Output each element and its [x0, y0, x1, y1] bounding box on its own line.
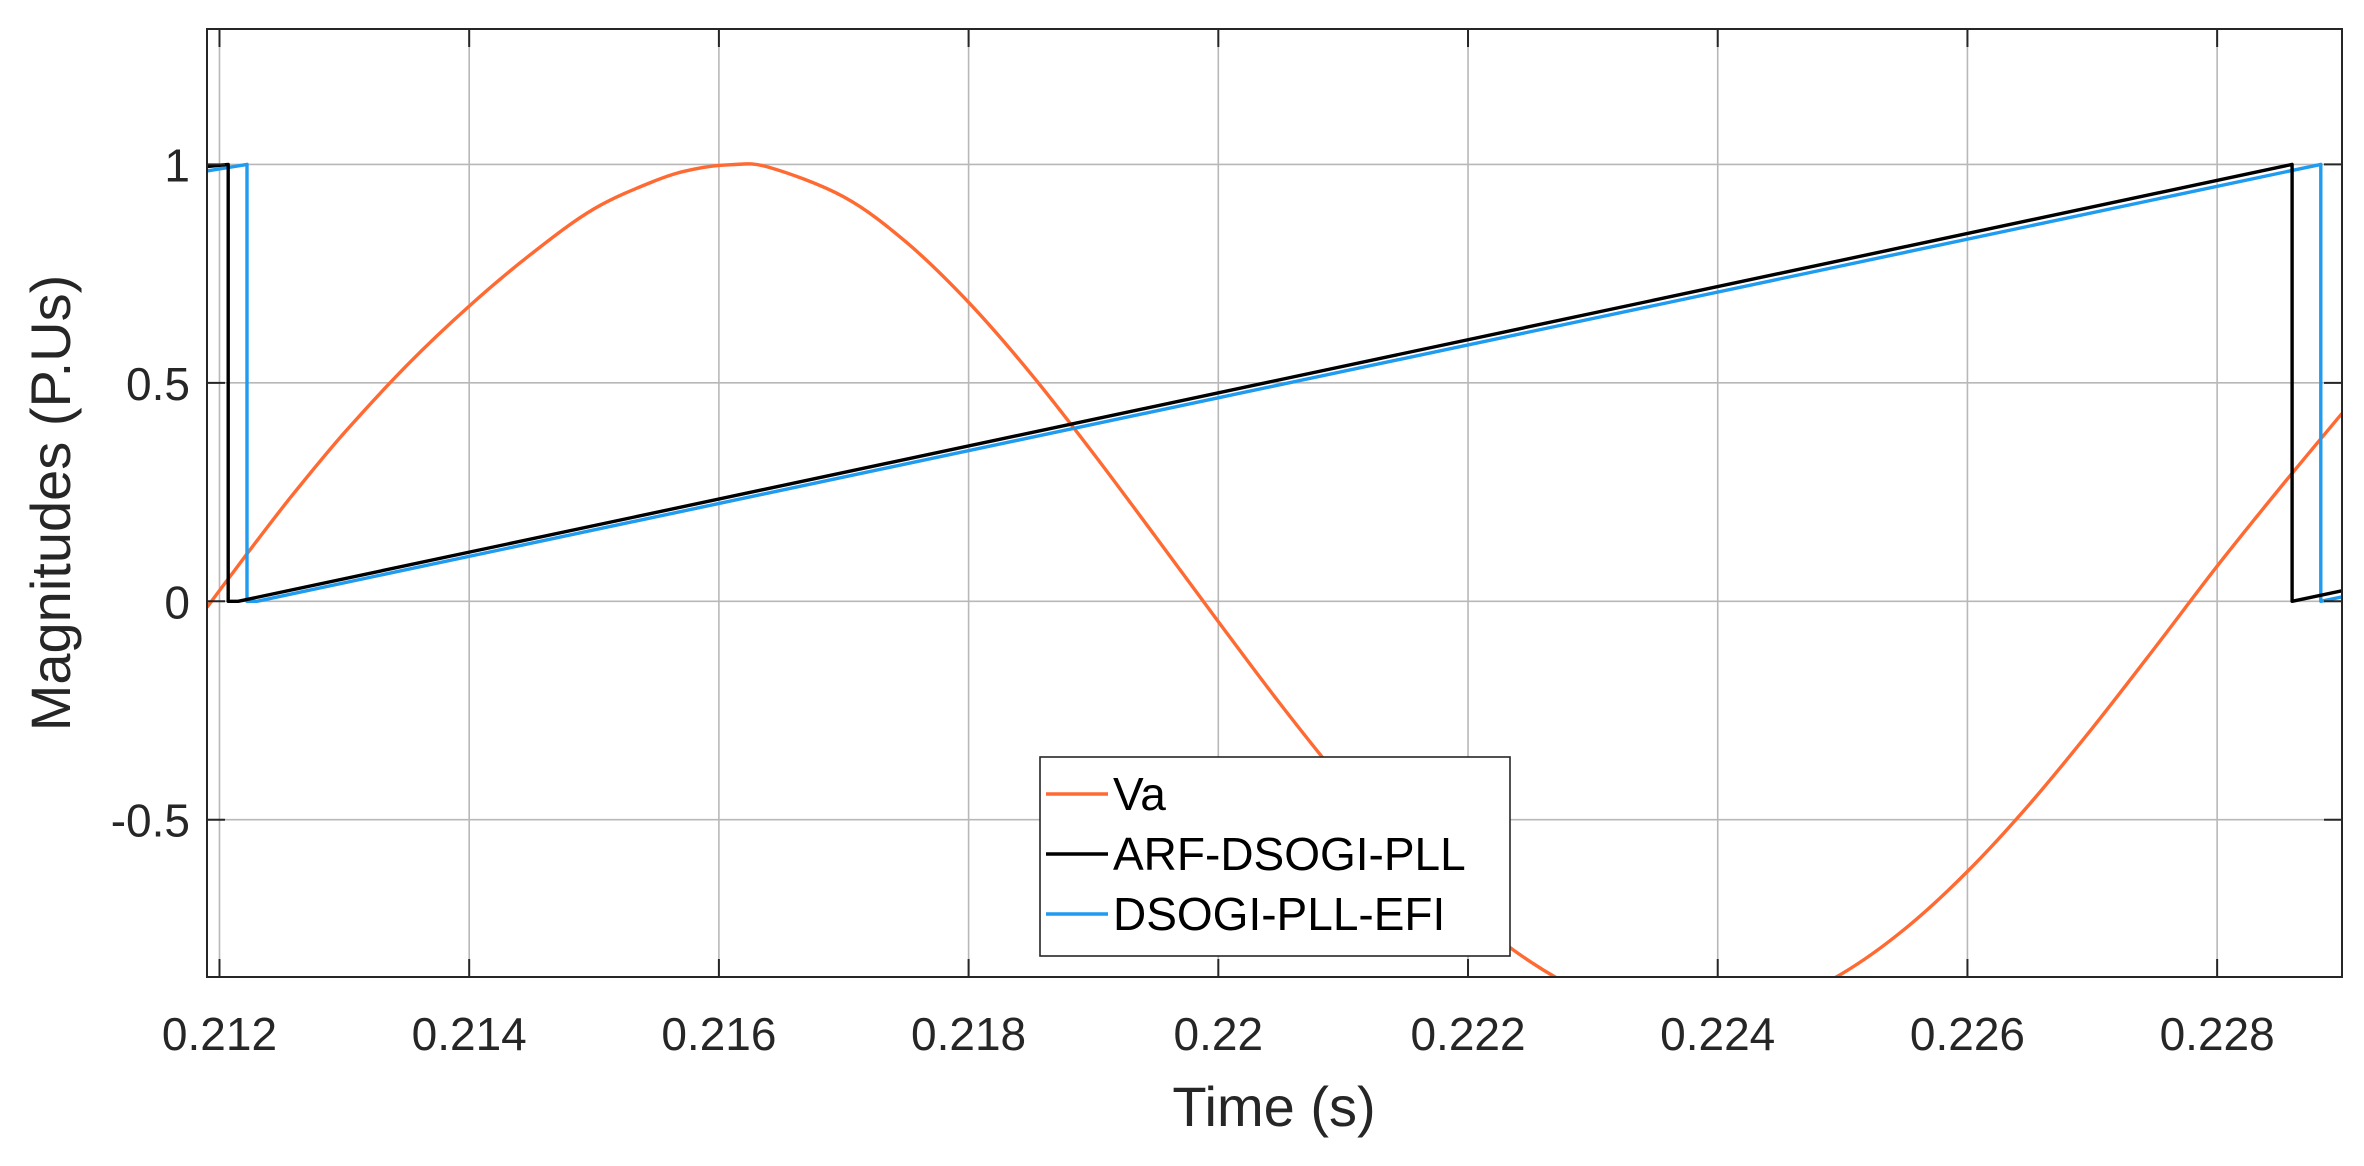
legend-label: ARF-DSOGI-PLL [1113, 828, 1466, 880]
tick-layer: 0.212 0.214 0.216 0.218 0.22 0.222 0.224 0.226 0… [111, 29, 2342, 1060]
plot-frame [206, 28, 2343, 978]
legend-label: DSOGI-PLL-EFI [1113, 888, 1445, 940]
y-axis-title: Magnitudes (P.Us) [19, 275, 82, 732]
y-tick-label: 1 [164, 139, 190, 191]
series-line-arf-dsogi-pll [207, 162, 2342, 603]
x-tick-label: 0.216 [661, 1008, 776, 1060]
series-line-va [207, 162, 2342, 977]
legend: Va ARF-DSOGI-PLL DSOGI-PLL-EFI [1039, 756, 1511, 957]
x-tick-label: 0.226 [1910, 1008, 2025, 1060]
x-tick-label: 0.214 [412, 1008, 527, 1060]
x-tick-label: 0.224 [1660, 1008, 1775, 1060]
series-layer [207, 162, 2342, 977]
x-axis-title: Time (s) [1172, 1075, 1375, 1138]
x-tick-label: 0.222 [1410, 1008, 1525, 1060]
x-tick-label: 0.218 [911, 1008, 1026, 1060]
series-line-dsogi-pll-efi [207, 162, 2342, 603]
x-tick-label: 0.212 [162, 1008, 277, 1060]
y-tick-label: 0 [164, 576, 190, 628]
legend-entries: Va ARF-DSOGI-PLL DSOGI-PLL-EFI [1046, 768, 1466, 940]
y-tick-label: 0.5 [126, 358, 190, 410]
legend-box [1039, 756, 1511, 957]
y-tick-label: -0.5 [111, 795, 190, 847]
legend-label: Va [1113, 768, 1166, 820]
x-tick-label: 0.22 [1174, 1008, 1264, 1060]
x-tick-label: 0.228 [2160, 1008, 2275, 1060]
